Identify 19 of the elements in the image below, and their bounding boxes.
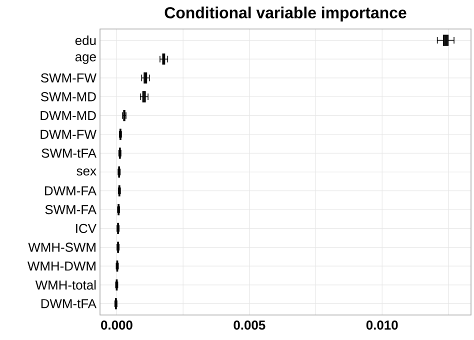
y-tick-label: SWM-FW <box>40 73 96 83</box>
y-tick-label: sex <box>76 168 96 176</box>
y-tick-label: DWM-FA <box>45 186 96 196</box>
y-tick-label: SWM-FA <box>45 205 96 214</box>
y-tick-label: SWM-tFA <box>42 148 96 158</box>
y-tick-label: DWM-tFA <box>41 299 96 308</box>
y-tick-label: DWM-MD <box>40 111 96 120</box>
y-tick-label: SWM-MD <box>40 92 96 102</box>
y-tick-label: ICV <box>76 224 96 234</box>
x-tick-label: 0.000 <box>101 320 132 330</box>
y-tick-label: WMH-SWM <box>28 242 96 252</box>
x-tick-label: 0.010 <box>366 320 398 330</box>
x-tick-label: 0.005 <box>234 320 266 330</box>
chart-title: Conditional variable importance <box>164 6 406 22</box>
y-tick-label: DWM-FW <box>40 130 96 139</box>
y-tick-label: WMH-DWM <box>28 262 96 271</box>
y-tick-label: edu <box>75 36 96 46</box>
y-tick-label: WMH-total <box>35 280 96 290</box>
y-tick-label: age <box>75 54 96 64</box>
